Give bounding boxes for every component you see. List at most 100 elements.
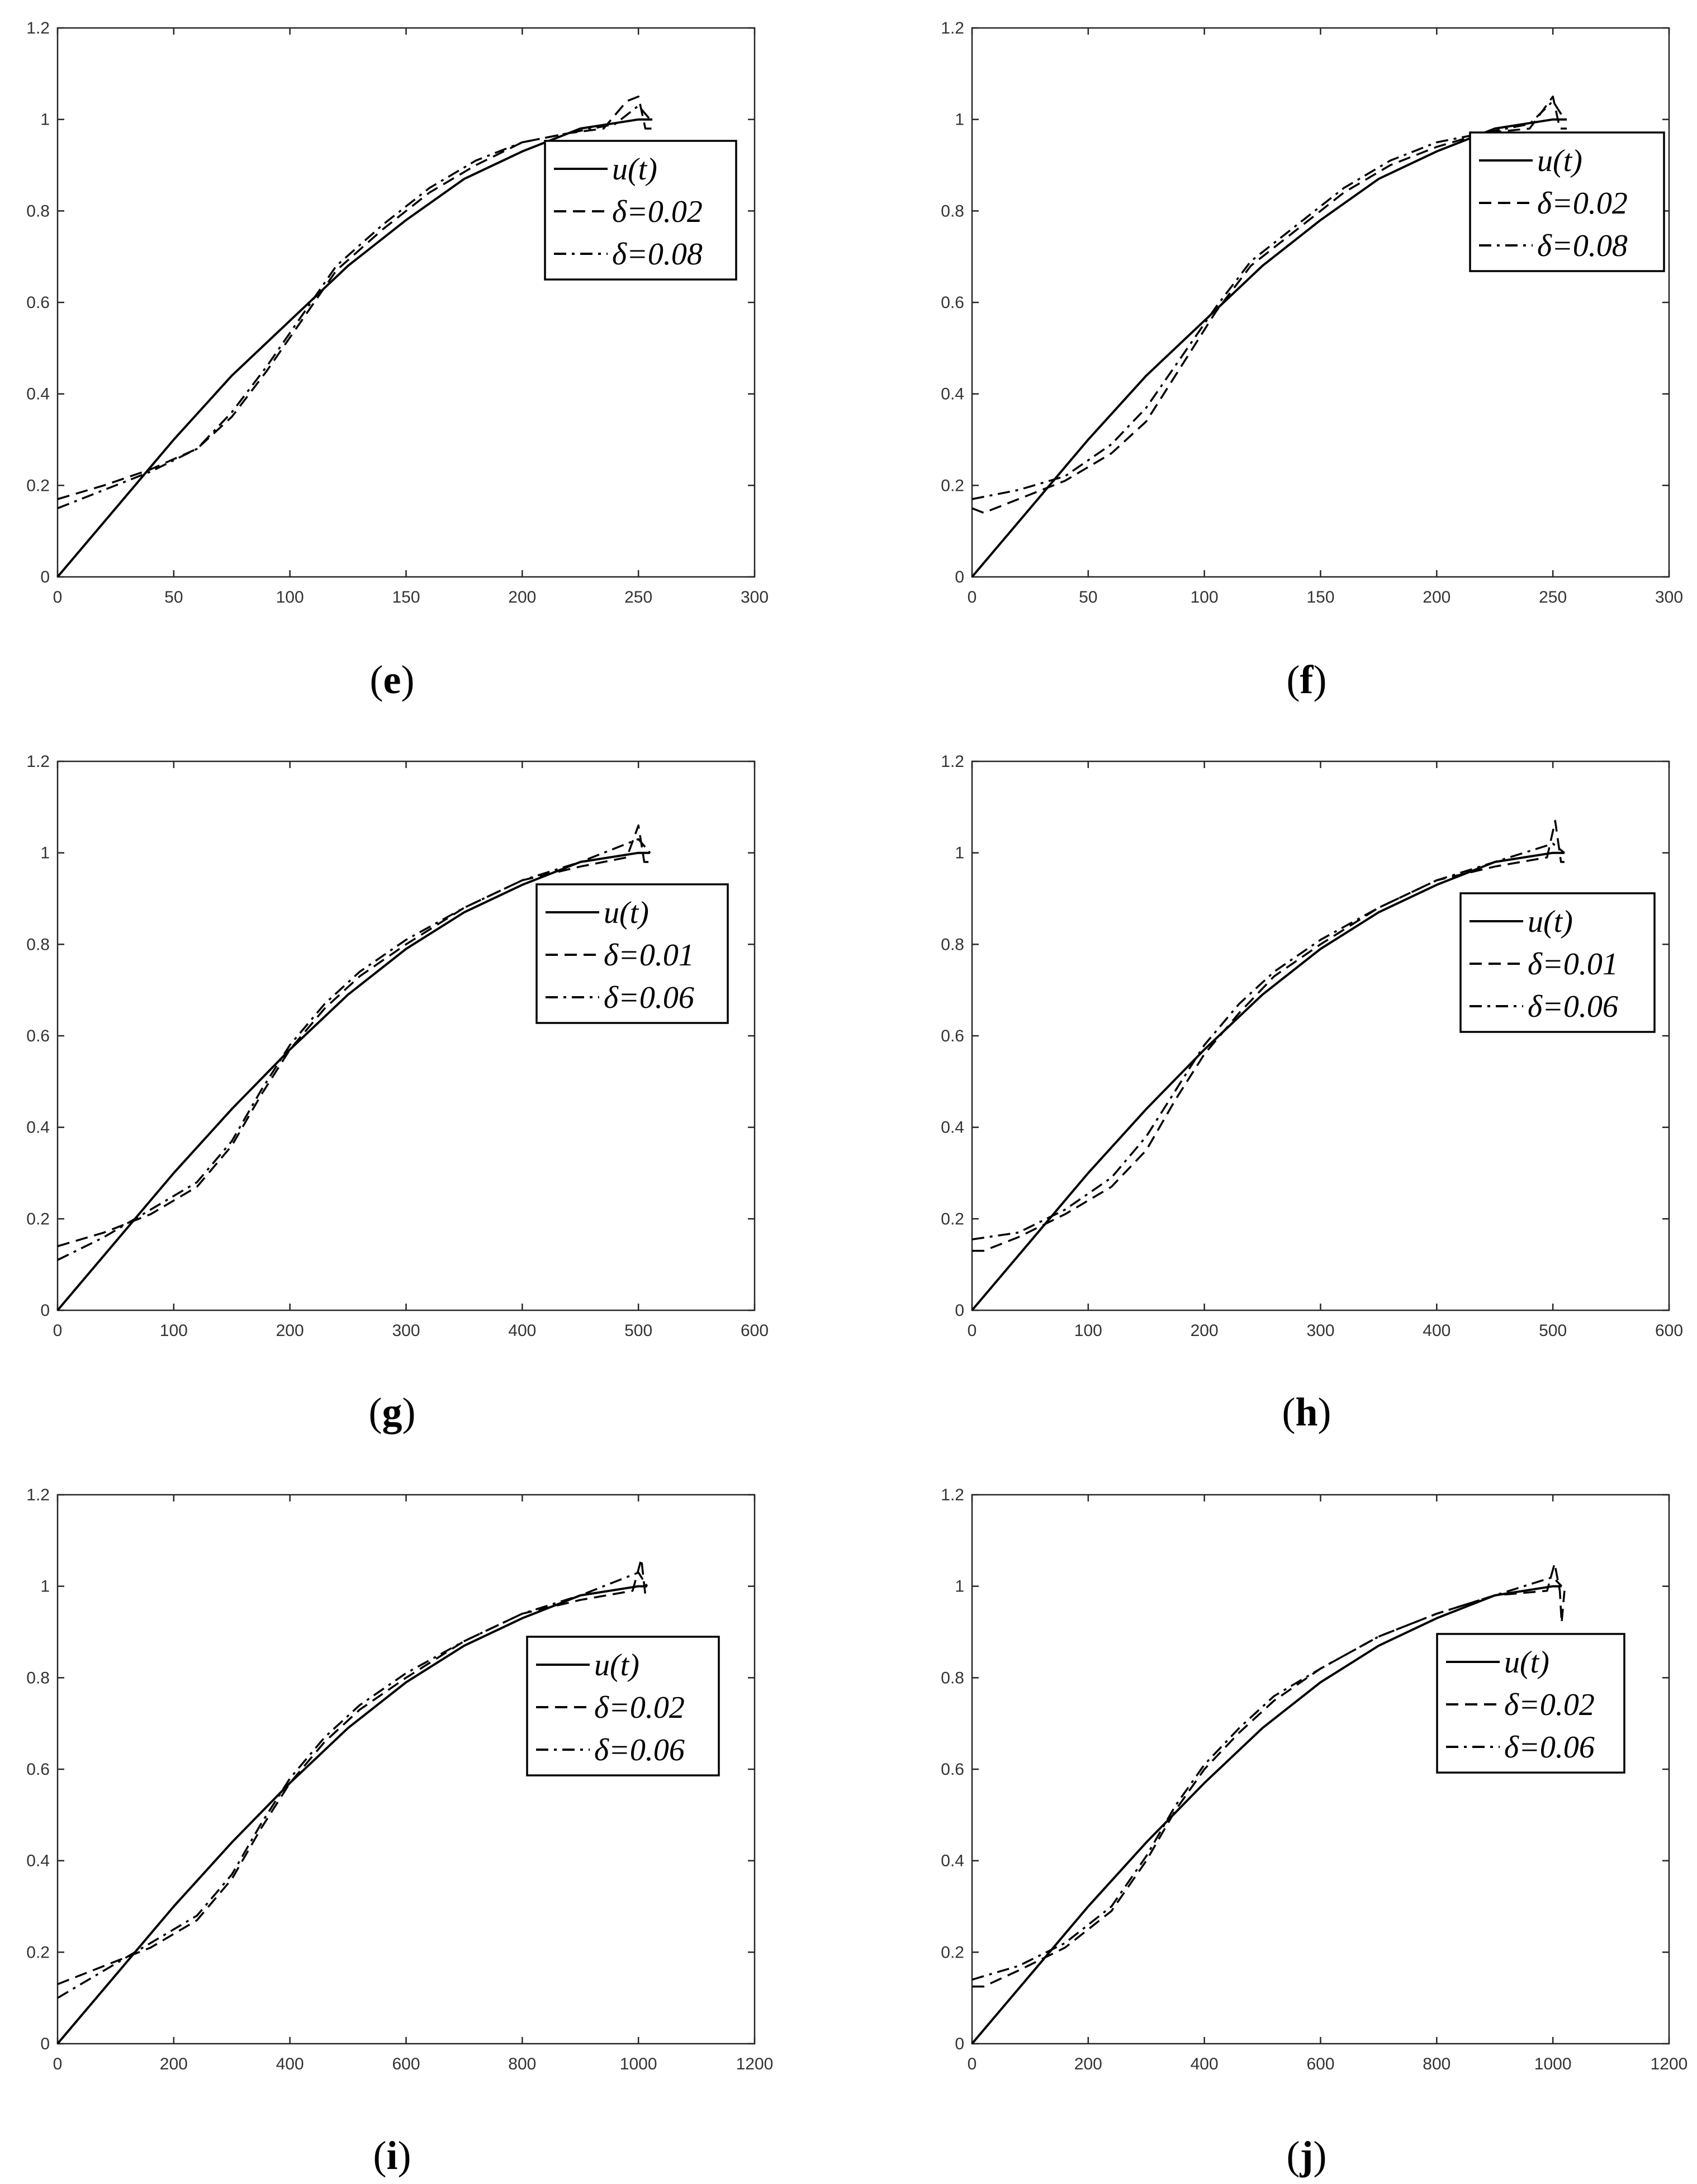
panel-label-letter: e [383, 657, 401, 702]
x-tick-label: 1000 [620, 2055, 657, 2073]
legend-entry: δ=0.08 [612, 237, 703, 272]
y-tick-label: 1.2 [26, 752, 50, 771]
legend: u(t) δ=0.02 δ=0.08 [544, 140, 737, 281]
series-line-dashed [972, 819, 1565, 1252]
chart-panel-g: 0 100 200 300 400 500 600 0 0.2 0.4 0.6 0.8 1 1.2 u(t)… [26, 752, 769, 1434]
series-line-solid [56, 118, 653, 578]
chart-panel-i: 0 200 400 600 800 1000 1200 0 0.2 0.4 0.6 0.8 1 1.2 u(… [26, 1486, 773, 2178]
x-tick-label: 400 [508, 1321, 536, 1340]
panel-label-letter: j [1300, 2133, 1314, 2178]
legend-entry: u(t) [1537, 144, 1582, 178]
x-tick-label: 800 [1423, 2055, 1450, 2073]
y-tick-label: 1 [40, 111, 50, 129]
y-tick-label: 0.2 [26, 1210, 50, 1228]
panel-label: (j) [1287, 2133, 1327, 2178]
y-tick-label: 0.2 [941, 1210, 964, 1228]
x-tick-label: 50 [1079, 588, 1097, 607]
panel-label-close: ) [401, 657, 414, 702]
legend-entry: δ=0.02 [612, 195, 703, 229]
y-tick-label: 0 [955, 2035, 964, 2053]
x-tick-label: 250 [1539, 588, 1567, 607]
x-tick-label: 0 [968, 588, 977, 607]
y-tick-label: 0.6 [26, 293, 50, 312]
legend-entry: u(t) [1504, 1645, 1549, 1680]
x-tick-label: 0 [53, 2055, 63, 2073]
x-tick-label: 200 [508, 588, 536, 607]
x-tick-label: 600 [1655, 1321, 1683, 1340]
series-line-dashdot [971, 1576, 1563, 1981]
x-tick-label: 1200 [736, 2055, 774, 2073]
x-tick-label: 600 [1306, 2055, 1334, 2073]
x-tick-label: 500 [1539, 1321, 1567, 1340]
plot-area-frame [971, 27, 1670, 578]
panel-label-open: ( [370, 657, 383, 702]
y-tick-label: 1 [955, 111, 964, 129]
x-tick-label: 50 [164, 588, 183, 607]
panel-label-open: ( [373, 2133, 387, 2178]
series-line-dashdot [57, 1571, 648, 1999]
y-tick-label: 1.2 [26, 19, 50, 37]
legend-entry: δ=0.06 [604, 980, 694, 1015]
panel-label-close: ) [398, 2133, 411, 2178]
y-tick-label: 1 [955, 844, 964, 863]
y-tick-label: 1 [955, 1577, 964, 1596]
panel-label-open: ( [1287, 2133, 1300, 2178]
panel-label-open: ( [1282, 1390, 1295, 1434]
legend-entry: u(t) [1528, 904, 1573, 939]
plot-area-frame [56, 27, 756, 578]
legend-entry: δ=0.02 [594, 1690, 685, 1725]
x-tick-label: 150 [392, 588, 420, 607]
legend: u(t) δ=0.02 δ=0.06 [1436, 1633, 1625, 1774]
legend: u(t) δ=0.02 δ=0.06 [526, 1636, 720, 1776]
x-tick-label: 0 [53, 1321, 63, 1340]
series-line-solid [971, 851, 1565, 1311]
x-tick-label: 300 [741, 588, 769, 607]
x-tick-label: 200 [1074, 2055, 1102, 2073]
panel-label-letter: h [1295, 1390, 1317, 1434]
panel-label-close: ) [1318, 1390, 1331, 1434]
panel-label: (f) [1287, 657, 1327, 702]
y-tick-label: 0.2 [26, 1943, 50, 1962]
x-tick-label: 0 [968, 2055, 977, 2073]
panel-label-letter: f [1300, 657, 1314, 702]
series-line-solid [56, 1585, 647, 2045]
y-tick-label: 0.4 [941, 1852, 964, 1870]
x-tick-label: 200 [160, 2055, 188, 2073]
legend: u(t) δ=0.01 δ=0.06 [535, 883, 729, 1024]
chart-panel-j: 0 200 400 600 800 1000 1200 0 0.2 0.4 0.6 0.8 1 1.2 u(… [941, 1486, 1687, 2178]
legend-entry: u(t) [604, 896, 649, 930]
panel-label: (e) [370, 657, 415, 702]
legend: u(t) δ=0.01 δ=0.06 [1459, 892, 1656, 1033]
y-tick-label: 0.6 [941, 1760, 964, 1779]
series-line-dashdot [971, 842, 1565, 1240]
panel-label-letter: g [382, 1390, 402, 1434]
y-tick-label: 1.2 [941, 19, 964, 37]
y-tick-label: 1 [40, 1577, 50, 1596]
x-tick-label: 100 [1074, 1321, 1102, 1340]
y-tick-label: 0.4 [26, 1852, 50, 1870]
series-line-dashed [57, 1557, 650, 1986]
y-tick-label: 1 [40, 844, 50, 863]
panel-label-open: ( [1287, 657, 1300, 702]
x-tick-label: 100 [1191, 588, 1219, 607]
panel-label-close: ) [1313, 657, 1326, 702]
panel-label: (i) [373, 2133, 411, 2178]
y-tick-label: 0.2 [941, 476, 964, 495]
y-tick-label: 0.8 [941, 1669, 964, 1687]
y-tick-label: 0 [40, 1301, 50, 1320]
series-line-solid [971, 118, 1567, 578]
x-tick-label: 250 [624, 588, 652, 607]
x-tick-label: 300 [1306, 1321, 1334, 1340]
series-line-dashdot [57, 105, 651, 509]
panel-label-letter: i [386, 2133, 397, 2178]
legend-entry: δ=0.08 [1537, 229, 1628, 263]
y-tick-label: 0.8 [26, 202, 50, 220]
series-line-dashdot [971, 100, 1566, 500]
x-tick-label: 500 [624, 1321, 652, 1340]
legend-entry: δ=0.06 [594, 1733, 685, 1768]
y-tick-label: 0.6 [941, 1027, 964, 1045]
plot-area-frame [971, 760, 1670, 1311]
x-tick-label: 100 [276, 588, 304, 607]
panel-label: (h) [1282, 1390, 1331, 1434]
